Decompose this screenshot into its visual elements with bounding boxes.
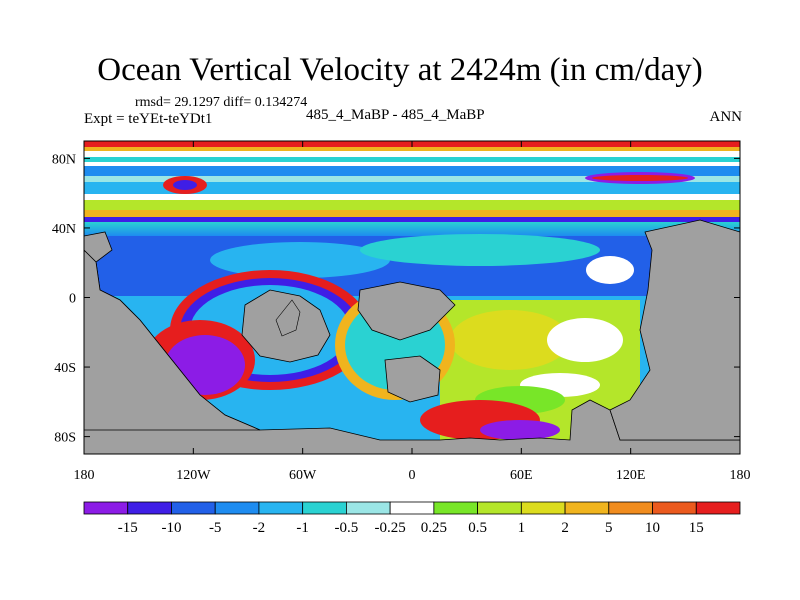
- y-tick-label: 0: [69, 292, 76, 307]
- colorbar-label: 0.25: [421, 520, 447, 536]
- map-field: [84, 141, 740, 454]
- colorbar-swatch: [83, 501, 129, 515]
- band: [84, 222, 740, 236]
- colorbar-swatch: [477, 501, 522, 515]
- colorbar-label: -2: [253, 520, 266, 536]
- land-inner-patch: [275, 299, 301, 337]
- colorbar-label: -10: [161, 520, 181, 536]
- band: [84, 166, 740, 176]
- blob-white: [586, 256, 634, 284]
- colorbar-label: 0.5: [468, 520, 487, 536]
- colorbar-label: 15: [689, 520, 704, 536]
- colorbar-label: 5: [605, 520, 613, 536]
- colorbar-swatch: [520, 501, 566, 515]
- colorbar-swatch: [214, 501, 260, 515]
- axis-ticks: 180 120W 60W 0 60E 120E 180 80N 40N 0 40S 80S: [52, 141, 751, 483]
- colorbar-swatch: [389, 501, 435, 515]
- x-tick-label: 60E: [510, 468, 533, 483]
- land-south-island: [384, 355, 441, 403]
- colorbar-label: -1: [296, 520, 309, 536]
- experiment-label: Expt = teYEt-teYDt1: [84, 111, 213, 127]
- band: [84, 194, 740, 200]
- blob-south-purple: [480, 420, 560, 440]
- band: [84, 176, 740, 182]
- blob: [210, 242, 390, 278]
- colorbar-label: 1: [518, 520, 526, 536]
- blob-nw-inner: [173, 180, 197, 190]
- band: [84, 147, 740, 151]
- colorbar-label: 10: [645, 520, 660, 536]
- y-tick-label: 80N: [52, 152, 76, 167]
- colorbar-label: -15: [118, 520, 138, 536]
- chart-title: Ocean Vertical Velocity at 2424m (in cm/…: [97, 52, 703, 88]
- colorbar-label: -0.5: [335, 520, 359, 536]
- x-tick-label: 180: [730, 468, 751, 483]
- x-tick-label: 120E: [616, 468, 646, 483]
- blob-white-2: [547, 318, 623, 362]
- y-tick-label: 80S: [54, 431, 76, 446]
- blob-yellow: [450, 310, 570, 370]
- colorbar-swatch: [695, 501, 741, 515]
- colorbar-swatch: [302, 501, 347, 515]
- blob-north-red: [592, 175, 688, 181]
- colorbar-swatch: [258, 501, 304, 515]
- y-tick-label: 40N: [52, 222, 76, 237]
- land-east: [609, 219, 740, 441]
- x-tick-label: 60W: [289, 468, 317, 483]
- colorbar-swatch: [127, 501, 172, 515]
- stats-label: rmsd= 29.1297 diff= 0.134274: [135, 95, 308, 110]
- band: [84, 182, 740, 194]
- x-tick-label: 0: [409, 468, 416, 483]
- band: [84, 157, 740, 162]
- land-central-continent: [357, 281, 456, 341]
- colorbar-label: -0.25: [375, 520, 406, 536]
- colorbar-swatch: [564, 501, 610, 515]
- band: [84, 210, 740, 217]
- y-tick-label: 40S: [54, 361, 76, 376]
- band: [84, 162, 740, 166]
- band: [84, 200, 740, 210]
- band: [84, 151, 740, 157]
- colorbar-swatch: [433, 501, 479, 515]
- land-southwest: [84, 249, 261, 431]
- colorbar-swatch: [171, 501, 216, 515]
- x-tick-label: 180: [74, 468, 95, 483]
- colorbar: -15 -10 -5 -2 -1 -0.5 -0.25 0.25 0.5 1 2 5 10 15: [83, 501, 741, 536]
- season-label: ANN: [709, 109, 743, 125]
- colorbar-swatch: [652, 501, 697, 515]
- comparison-label: 485_4_MaBP - 485_4_MaBP: [306, 107, 485, 123]
- x-tick-label: 120W: [176, 468, 211, 483]
- band: [84, 217, 740, 222]
- colorbar-swatch: [608, 501, 653, 515]
- colorbar-label: 2: [561, 520, 569, 536]
- blob: [360, 234, 600, 266]
- colorbar-label: -5: [209, 520, 222, 536]
- colorbar-swatch: [345, 501, 391, 515]
